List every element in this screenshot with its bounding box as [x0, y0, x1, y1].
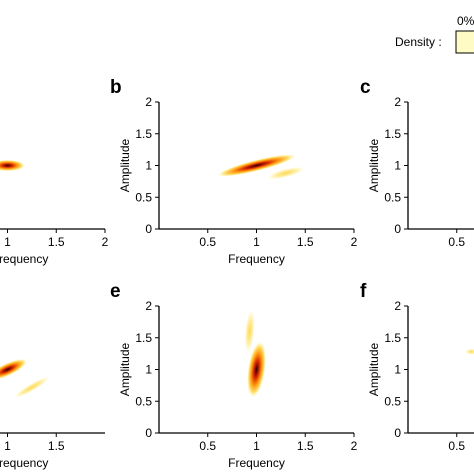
density-blob	[246, 341, 267, 398]
panel-f: 0.5 0 0.5 1 1.5 2 Amplitude f	[360, 281, 474, 453]
density-legend: 0% Density :	[395, 14, 474, 54]
x-tick-label: 1	[4, 439, 11, 453]
panel-letter: c	[360, 77, 371, 98]
x-axis-label: Frequency	[228, 456, 285, 470]
panel-letter: b	[110, 77, 122, 98]
y-axis-label: Amplitude	[367, 343, 381, 397]
y-tick-label: 0.5	[135, 394, 152, 408]
x-tick-label: 1	[4, 235, 11, 249]
x-tick-label: 2	[351, 235, 358, 249]
y-axis-label: Amplitude	[118, 343, 132, 397]
legend-density-label: Density :	[395, 35, 442, 49]
panel-b: 0.5 1 1.5 2 0 0.5 1 1.5 2 Frequency Amplitude b	[110, 77, 358, 266]
panel-c: 0.5 0 0.5 1 1.5 2 Amplitude c	[360, 77, 474, 249]
x-tick-label: 1	[253, 235, 260, 249]
y-tick-label: 1	[394, 363, 401, 377]
x-tick-label: 1	[253, 439, 260, 453]
y-tick-label: 2	[145, 95, 152, 109]
x-tick-label: 0.5	[199, 439, 216, 453]
x-tick-label: 1.5	[297, 235, 314, 249]
panel-d: 1 1.5Frequency	[0, 358, 105, 470]
density-blob	[0, 358, 28, 381]
y-tick-label: 1.5	[384, 127, 401, 141]
x-tick-label: 1.5	[297, 439, 314, 453]
panel-e: 0.5 1 1.5 2 0 0.5 1 1.5 2 Frequency Amplitude e	[110, 281, 358, 470]
y-tick-label: 0	[145, 222, 152, 236]
x-tick-label: 0.5	[199, 235, 216, 249]
panel-letter: f	[360, 281, 367, 302]
y-tick-label: 1.5	[135, 127, 152, 141]
y-tick-label: 1.5	[384, 331, 401, 345]
x-axis-label: Frequency	[0, 252, 48, 266]
density-blob	[13, 376, 51, 399]
density-blob	[465, 348, 474, 355]
x-axis-label: Frequency	[0, 456, 48, 470]
y-tick-label: 2	[394, 95, 401, 109]
legend-percent-label: 0%	[457, 14, 474, 28]
y-tick-label: 0	[394, 222, 401, 236]
y-tick-label: 1	[394, 159, 401, 173]
y-tick-label: 0.5	[135, 190, 152, 204]
y-axis-label: Amplitude	[367, 139, 381, 193]
x-tick-label: 2	[351, 439, 358, 453]
y-tick-label: 0.5	[384, 190, 401, 204]
x-tick-label: 0.5	[448, 235, 465, 249]
x-tick-label: 0.5	[448, 439, 465, 453]
y-tick-label: 1	[145, 159, 152, 173]
panel-letter: e	[110, 281, 121, 302]
y-tick-label: 1.5	[135, 331, 152, 345]
legend-colorbar	[455, 30, 474, 54]
y-tick-label: 1	[145, 363, 152, 377]
x-tick-label: 2	[102, 235, 109, 249]
panel-a: 1 1.5 2 Frequency	[0, 159, 109, 266]
density-blob	[266, 166, 305, 180]
y-axis-label: Amplitude	[118, 139, 132, 193]
y-tick-label: 2	[145, 299, 152, 313]
density-blob	[0, 159, 26, 172]
x-tick-label: 1.5	[48, 235, 65, 249]
density-blob	[244, 309, 255, 354]
y-tick-label: 0.5	[384, 394, 401, 408]
x-axis-label: Frequency	[228, 252, 285, 266]
y-tick-label: 2	[394, 299, 401, 313]
y-tick-label: 0	[394, 426, 401, 440]
density-blob	[216, 154, 297, 177]
x-tick-label: 1.5	[48, 439, 65, 453]
y-tick-label: 0	[145, 426, 152, 440]
